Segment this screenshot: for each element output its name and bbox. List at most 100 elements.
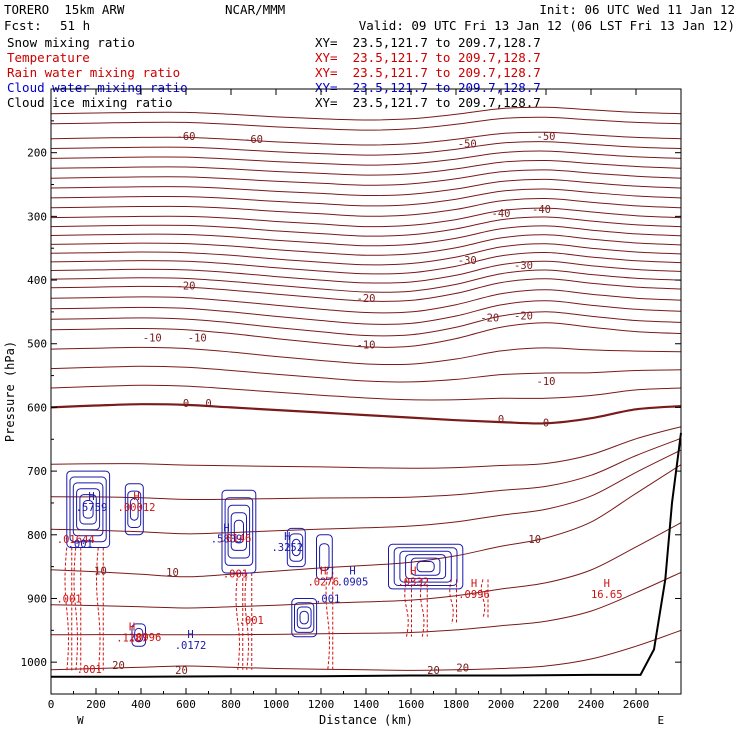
x-tick-label: 400 [131,698,151,711]
cloud-water-cell [319,543,330,571]
cloud-water-cell [127,490,142,529]
temp-contour-lower [51,426,681,469]
x-tick-label: 1800 [443,698,470,711]
cloud-water-cell [399,550,452,583]
temperature-label: 20 [175,665,188,677]
temp-contour-interp [51,216,681,237]
cloud-water-cell [224,497,254,566]
cloud-water-cell [291,598,318,638]
temp-contour-interp [51,260,681,284]
cloud-water-cell [131,623,146,647]
x-tick-label: 2600 [623,698,650,711]
field-xy-cloud-ice: XY= 23.5,121.7 to 209.7,128.7 [315,95,541,110]
cloud-water-cell [289,533,304,562]
temperature-label: 10 [528,534,541,546]
max-marker-value: 16.65 [591,589,623,601]
plot-frame [50,88,682,695]
temp-contour-interp [51,346,681,366]
rain-column [325,566,330,670]
temperature-label: -60 [177,131,196,143]
max-marker-h: H [187,629,193,641]
valid-time: Valid: 09 UTC Fri 13 Jan 12 (06 LST Fri … [358,18,735,33]
contour-value-label: .001 [223,568,248,580]
temperature-label: 0 [205,398,211,410]
temperature-contours [51,106,681,671]
temp-contour--60 [51,131,681,146]
center-title: NCAR/MMM [225,2,286,17]
rain-column [449,579,454,625]
max-marker-h: H [320,565,326,577]
temperature-label: -30 [514,260,533,272]
rain-column [64,547,69,672]
x-tick-label: 200 [86,698,106,711]
max-marker-h: H [471,578,477,590]
temperature-label: 10 [94,566,107,578]
contour-value-label: .001 [56,594,81,606]
max-marker-value: .00012 [118,502,156,514]
cloud-water-cell [66,470,111,549]
x-tick-label: 1600 [398,698,425,711]
temp-contour-interp [51,365,681,383]
max-marker-value: .1287 [116,632,148,644]
temperature-label: -20 [514,310,533,322]
forecast-label: Fcst: [4,18,42,33]
cloud-water-cell [134,627,144,643]
rain-column [420,579,425,637]
cloud-water-cell [294,602,315,633]
cloud-water-cell [393,547,458,586]
x-tick-label: 2200 [533,698,560,711]
temperature-label: 10 [166,567,179,579]
x-tick-label: 1200 [308,698,335,711]
cloud-water-cell [286,527,306,568]
temp-contour-lower [51,522,681,609]
cloud-water-cell [69,476,107,543]
x-tick-label: 0 [48,698,55,711]
temp-contour-interp [51,141,681,156]
cloud-water-cell [299,610,309,625]
cloud-water-cell [296,606,312,629]
x-tick-label: 600 [176,698,196,711]
cloud-water-cell [388,543,464,590]
temp-contour-lower [51,449,681,535]
max-marker-h: H [284,531,290,543]
axes: 0 200 400 600 800 1000 1200 1400 1600 1800 2000 220… [21,89,681,711]
temperature-label: 0 [183,398,189,410]
y-tick-label: 400 [27,274,47,287]
field-xy-snow: XY= 23.5,121.7 to 209.7,128.7 [315,35,541,50]
cloud-water-cell [291,538,301,557]
rain-column [73,547,78,672]
contour-labels: -60 -60 -50 -50 -40 -40 -30 -30 -20 -20 -20 -20 -10 -… [56,131,622,677]
cloud-water-cell [129,497,139,521]
y-tick-label: 600 [27,401,47,414]
field-xy-temperature: XY= 23.5,121.7 to 209.7,128.7 [315,50,541,65]
field-name-rain: Rain water mixing ratio [7,65,181,80]
x-tick-label: 800 [221,698,241,711]
init-time: Init: 06 UTC Wed 11 Jan 12 [539,2,735,17]
field-xy-rain: XY= 23.5,121.7 to 209.7,128.7 [315,65,541,80]
temperature-label: -10 [188,333,207,345]
temp-contour--50 [51,169,681,186]
cloud-water-cell [72,482,104,537]
cloud-water-cell [227,504,251,559]
temperature-label: 0 [543,417,549,429]
temp-contour-interp [51,300,681,325]
max-marker-h: H [223,523,229,535]
temperature-label: 20 [112,660,125,672]
temperature-label: -20 [357,293,376,305]
max-marker-value: .5759 [76,502,108,514]
temperature-label: -10 [357,340,376,352]
field-name-cloud-ice: Cloud ice mixing ratio [7,95,173,110]
cloud-water-cell [316,534,333,580]
cloud-water-cell [410,557,441,576]
temp-contour-interp [51,225,681,247]
cloud-water-cell [233,519,245,544]
cloud-water-cell [405,554,447,580]
temp-contour-lower [51,571,681,636]
y-tick-label: 300 [27,210,47,223]
cloud-water-cell [416,561,435,573]
temp-contour-upper [51,106,681,121]
temp-contour--20 [51,278,681,302]
y-tick-label: 200 [27,147,47,160]
temp-contour-upper [51,116,681,131]
